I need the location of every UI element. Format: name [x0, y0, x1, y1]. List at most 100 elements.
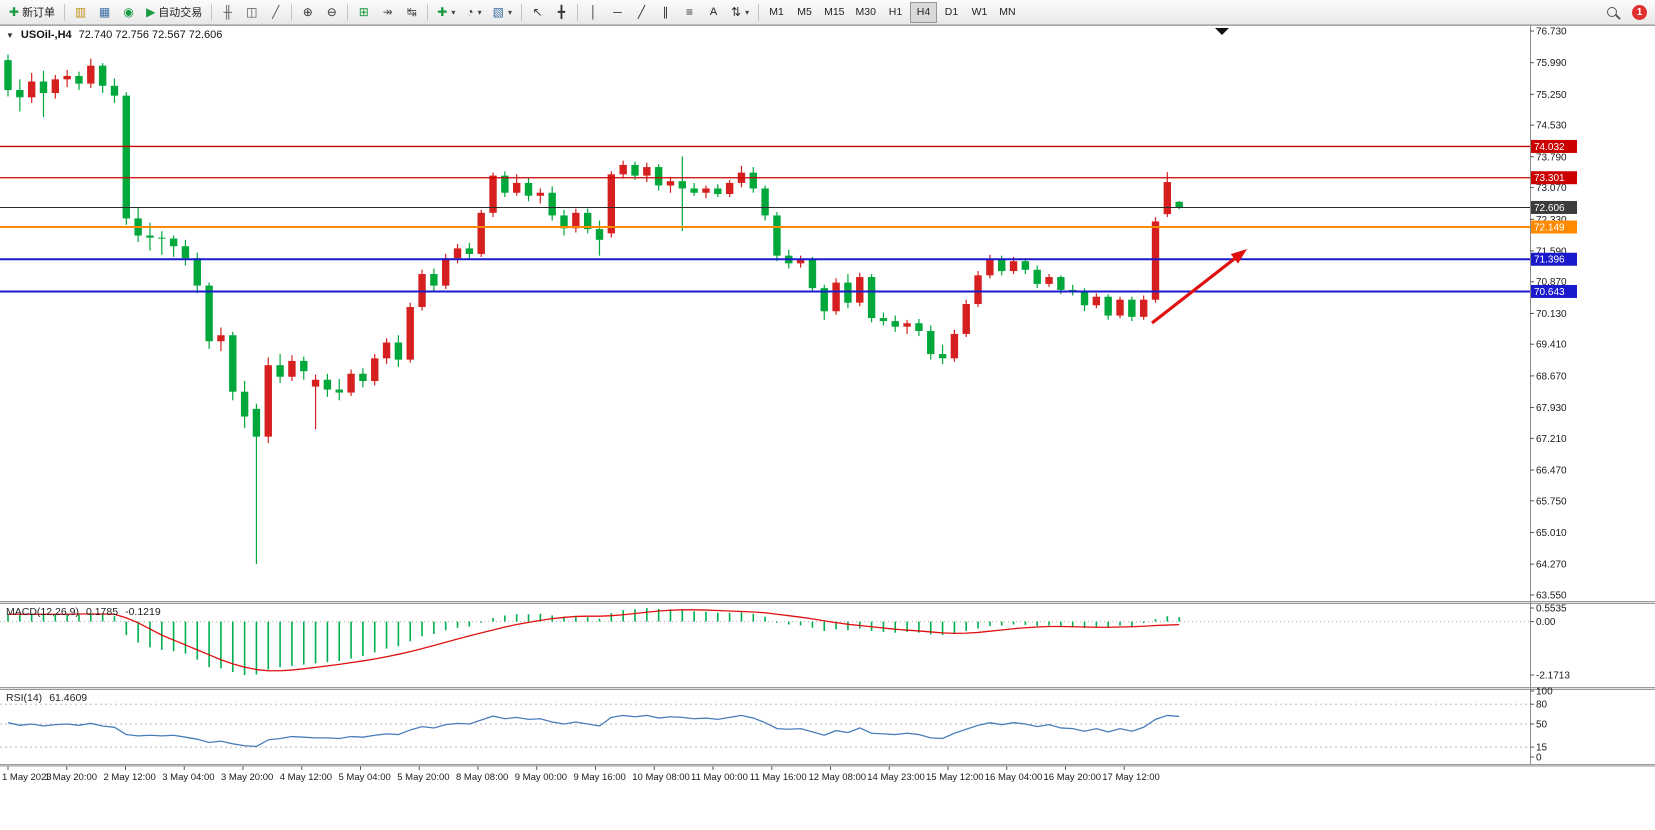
macd-value-signal: -0.1219: [125, 606, 161, 618]
svg-text:4 May 12:00: 4 May 12:00: [280, 772, 332, 783]
chevron-down-icon: ▾: [477, 7, 482, 17]
trendline-icon: ╱: [637, 5, 646, 19]
toolbar-separator: [521, 3, 522, 21]
tile-windows-button[interactable]: ⊞: [352, 2, 375, 23]
svg-text:76.730: 76.730: [1536, 27, 1567, 38]
svg-text:9 May 00:00: 9 May 00:00: [515, 772, 567, 783]
collapse-icon[interactable]: ▼: [6, 30, 14, 40]
svg-text:14 May 23:00: 14 May 23:00: [867, 772, 925, 783]
timeframe-m1-button[interactable]: M1: [763, 2, 790, 23]
chart-shift-button[interactable]: ↹: [400, 2, 423, 23]
svg-text:3 May 20:00: 3 May 20:00: [221, 772, 273, 783]
rsi-value: 61.4609: [49, 692, 88, 704]
auto-trading-button[interactable]: ▶ 自动交易: [141, 2, 207, 23]
svg-text:70.643: 70.643: [1534, 287, 1565, 298]
line-chart-icon: ╱: [272, 5, 280, 19]
text-tool-button[interactable]: A: [702, 2, 725, 23]
candlestick-chart-button[interactable]: ◫: [240, 2, 263, 23]
chart-region[interactable]: 76.730 75.990 75.250 74.530 73.790 73.070 72.3…: [0, 25, 1655, 830]
zoom-in-button[interactable]: ⊕: [296, 2, 319, 23]
navigator-button[interactable]: ◉: [117, 2, 140, 23]
indicators-icon: ✚: [437, 5, 448, 19]
periods-button[interactable]: ◔ ▾: [461, 2, 486, 23]
svg-text:16 May 04:00: 16 May 04:00: [985, 772, 1043, 783]
svg-text:5 May 04:00: 5 May 04:00: [339, 772, 391, 783]
chart-canvas[interactable]: 76.730 75.990 75.250 74.530 73.790 73.070 72.3…: [0, 25, 1655, 830]
svg-text:72.606: 72.606: [1534, 203, 1565, 214]
svg-text:2 May 12:00: 2 May 12:00: [104, 772, 156, 783]
chart-frame: [0, 25, 1655, 767]
macd-value-main: 0.1785: [85, 606, 119, 618]
svg-text:17 May 12:00: 17 May 12:00: [1102, 772, 1160, 783]
svg-text:75.250: 75.250: [1536, 90, 1567, 101]
svg-text:11 May 00:00: 11 May 00:00: [691, 772, 748, 783]
svg-text:1 May 2023: 1 May 2023: [2, 772, 52, 783]
toolbar-separator: [211, 3, 213, 21]
chevron-down-icon: ▾: [451, 7, 456, 17]
timeframe-mn-button[interactable]: MN: [994, 2, 1021, 23]
zoom-out-button[interactable]: ⊖: [320, 2, 343, 23]
macd-panel[interactable]: 0.5535 0.00 -2.1713: [0, 603, 1570, 681]
rsi-panel[interactable]: 100 80 50 150: [0, 687, 1553, 764]
market-watch-button[interactable]: ▥: [69, 2, 92, 23]
svg-text:-2.1713: -2.1713: [1536, 670, 1570, 681]
chart-title: ▼ USOil-,H4 72.740 72.756 72.567 72.606: [6, 29, 222, 41]
bar-chart-icon: ╫: [223, 5, 233, 19]
timeframe-h4-button[interactable]: H4: [909, 1, 937, 23]
trendline-button[interactable]: ╱: [630, 2, 653, 23]
search-icon: [1606, 7, 1617, 17]
svg-text:68.670: 68.670: [1536, 371, 1567, 382]
notification-badge[interactable]: 1: [1632, 4, 1647, 20]
market-watch-icon: ▥: [74, 5, 87, 19]
svg-text:0.5535: 0.5535: [1536, 603, 1567, 614]
toolbar-separator: [427, 3, 429, 21]
auto-trading-icon: ▶: [146, 5, 156, 19]
trend-arrow[interactable]: [1151, 249, 1247, 325]
chevron-down-icon: ▾: [745, 7, 750, 17]
search-button[interactable]: [1600, 2, 1623, 23]
arrows-tool-button[interactable]: ⇅ ▾: [726, 2, 754, 23]
timeframe-h1-button[interactable]: H1: [882, 2, 909, 23]
text-tool-label: A: [709, 6, 718, 18]
svg-text:75.990: 75.990: [1536, 58, 1567, 69]
svg-text:100: 100: [1536, 687, 1553, 698]
timeframe-d1-button[interactable]: D1: [938, 2, 965, 23]
svg-text:64.270: 64.270: [1536, 560, 1567, 571]
timeframe-m5-button[interactable]: M5: [791, 2, 818, 23]
vertical-line-button[interactable]: │: [582, 2, 605, 23]
svg-text:16 May 20:00: 16 May 20:00: [1044, 772, 1102, 783]
bar-chart-button[interactable]: ╫: [216, 2, 239, 23]
templates-button[interactable]: ▧ ▾: [488, 2, 517, 23]
horizontal-line-button[interactable]: ─: [606, 2, 629, 23]
svg-text:65.750: 65.750: [1536, 496, 1567, 507]
crosshair-button[interactable]: ╋: [550, 2, 573, 23]
data-window-button[interactable]: ▦: [93, 2, 116, 23]
chart-ohlc: 72.740 72.756 72.567 72.606: [78, 29, 223, 41]
channel-button[interactable]: ∥: [654, 2, 677, 23]
fibonacci-button[interactable]: ≡: [678, 2, 701, 23]
timeframe-m30-button[interactable]: M30: [851, 2, 881, 23]
indicators-button[interactable]: ✚ ▾: [432, 2, 460, 23]
horizontal-line-icon: ─: [613, 5, 622, 19]
cursor-button[interactable]: ↖: [526, 2, 549, 23]
svg-text:70.130: 70.130: [1536, 309, 1567, 320]
periods-icon: ◔: [466, 5, 474, 19]
timeframe-w1-button[interactable]: W1: [966, 2, 993, 23]
svg-text:12 May 08:00: 12 May 08:00: [809, 772, 867, 783]
svg-text:15 May 12:00: 15 May 12:00: [926, 772, 984, 783]
toolbar-separator: [577, 3, 578, 21]
timeframe-m15-button[interactable]: M15: [819, 2, 849, 23]
svg-text:66.470: 66.470: [1536, 466, 1567, 477]
arrows-tool-icon: ⇅: [731, 5, 742, 19]
svg-text:72.149: 72.149: [1534, 223, 1565, 234]
auto-scroll-button[interactable]: ↠: [376, 2, 399, 23]
svg-text:3 May 04:00: 3 May 04:00: [162, 772, 214, 783]
price-axis[interactable]: 76.730 75.990 75.250 74.530 73.790 73.070 72.3…: [1530, 27, 1567, 602]
vertical-line-icon: │: [589, 5, 598, 19]
svg-text:72.330: 72.330: [1536, 215, 1567, 226]
new-order-button[interactable]: ✚ 新订单: [4, 2, 60, 23]
line-chart-button[interactable]: ╱: [264, 2, 287, 23]
svg-text:70.870: 70.870: [1536, 277, 1567, 288]
fibonacci-icon: ≡: [685, 5, 693, 19]
